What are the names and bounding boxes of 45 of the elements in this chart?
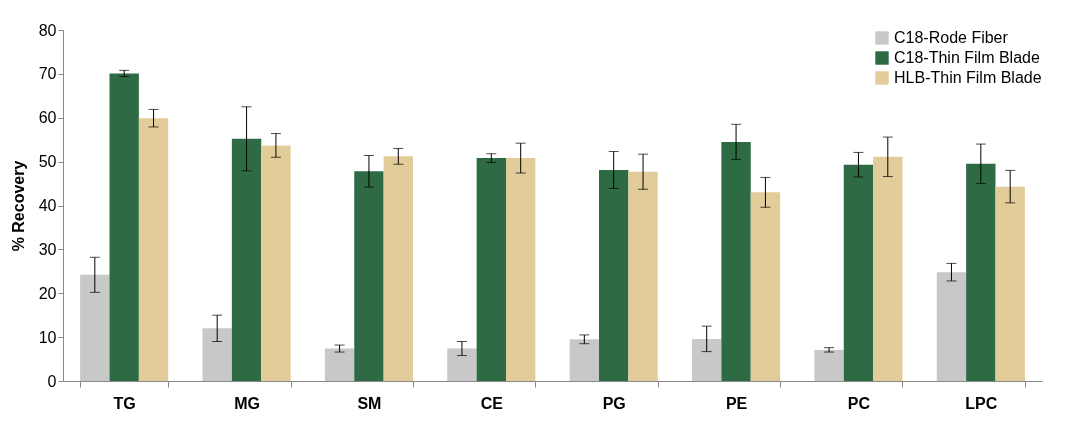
bar [80, 274, 110, 381]
bar [750, 192, 781, 381]
legend-label: C18-Thin Film Blade [894, 49, 1040, 66]
x-tick-label: PG [602, 394, 626, 412]
bar [936, 272, 967, 381]
y-tick-label: 40 [38, 197, 57, 214]
bar [109, 73, 139, 381]
x-tick-label: LPC [965, 394, 998, 412]
bar [814, 349, 844, 381]
bar [476, 158, 506, 381]
y-tick-label: 50 [38, 153, 57, 171]
y-tick-label: 80 [38, 21, 57, 39]
bar [138, 118, 169, 381]
bar [692, 338, 722, 381]
y-tick-label: 10 [38, 328, 57, 346]
legend-label: C18-Rode Fiber [894, 29, 1009, 46]
y-tick-label: 60 [38, 109, 57, 127]
x-tick-label: PC [847, 394, 871, 412]
bar [506, 158, 536, 381]
bar [628, 171, 658, 381]
bar [231, 138, 262, 381]
bar [843, 164, 874, 381]
x-tick-label: CE [480, 394, 504, 412]
bar [383, 156, 413, 381]
bar [261, 145, 291, 381]
bar [354, 171, 384, 381]
bar [569, 339, 599, 381]
legend-label: HLB-Thin Film Blade [894, 69, 1042, 86]
y-tick-label: 20 [38, 284, 57, 302]
x-tick-label: SM [357, 394, 382, 412]
bar [324, 348, 355, 381]
bar [873, 156, 903, 381]
bar [721, 141, 751, 381]
bar [447, 348, 477, 381]
y-tick-label: 30 [38, 240, 57, 258]
x-tick-label: PE [725, 394, 748, 412]
y-axis-title: % Recovery [9, 160, 27, 252]
x-tick-label: MG [234, 394, 260, 412]
bar [995, 186, 1025, 381]
bar [202, 328, 232, 381]
bar [966, 163, 996, 381]
bar [599, 169, 629, 381]
y-tick-label: 70 [38, 65, 57, 83]
y-tick-label: 0 [47, 372, 57, 390]
x-tick-label: TG [113, 394, 136, 412]
